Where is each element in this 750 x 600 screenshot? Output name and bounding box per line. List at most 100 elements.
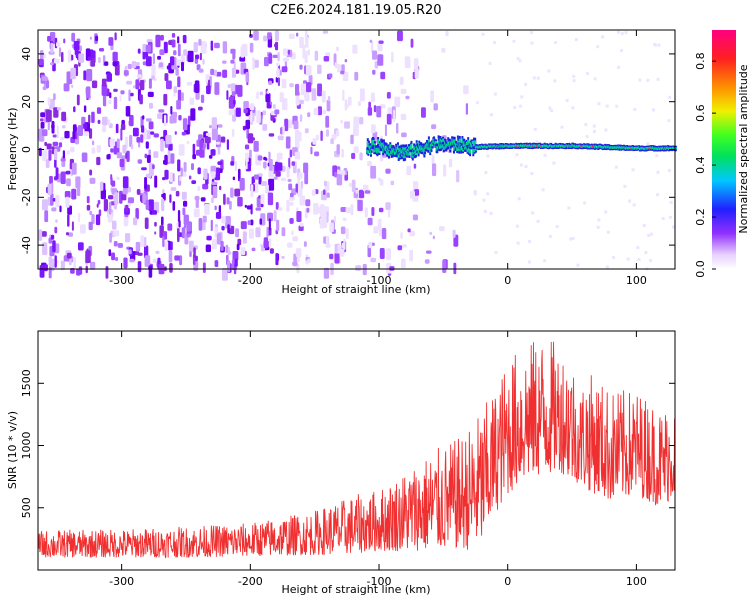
heatmap-noise-cell xyxy=(597,218,601,222)
heatmap-noise-cell xyxy=(90,261,96,270)
heatmap-noise-cell xyxy=(368,241,373,249)
heatmap-noise-cell xyxy=(265,184,269,193)
heatmap-noise-cell xyxy=(236,243,240,251)
heatmap-noise-cell xyxy=(199,52,202,61)
heatmap-noise-cell xyxy=(111,252,115,261)
heatmap-noise-cell xyxy=(73,256,76,269)
heatmap-noise-cell xyxy=(85,86,91,99)
heatmap-noise-cell xyxy=(204,203,210,215)
heatmap-noise-cell xyxy=(543,259,547,263)
heatmap-noise-cell xyxy=(493,41,497,45)
heatmap-noise-cell xyxy=(328,73,333,79)
heatmap-noise-cell xyxy=(121,193,127,201)
heatmap-noise-cell xyxy=(44,210,49,223)
heatmap-noise-cell xyxy=(61,111,67,122)
heatmap-noise-cell xyxy=(319,217,324,229)
heatmap-noise-cell xyxy=(160,138,164,152)
heatmap-noise-cell xyxy=(426,250,432,254)
heatmap-noise-cell xyxy=(102,94,107,107)
heatmap-noise-cell xyxy=(142,115,145,120)
heatmap-noise-cell xyxy=(314,50,319,61)
heatmap-noise-cell xyxy=(206,235,212,241)
heatmap-x-label: Height of straight line (km) xyxy=(281,283,430,296)
x-tick-label: -200 xyxy=(238,274,263,287)
heatmap-noise-cell xyxy=(183,224,187,229)
heatmap-noise-cell xyxy=(322,90,326,103)
heatmap-noise-cell xyxy=(115,123,119,134)
heatmap-noise-cell xyxy=(304,128,309,134)
heatmap-noise-cell xyxy=(51,120,55,134)
heatmap-noise-cell xyxy=(106,73,112,82)
heatmap-noise-cell xyxy=(637,258,641,262)
heatmap-noise-cell xyxy=(397,245,403,251)
heatmap-noise-cell xyxy=(358,189,365,199)
heatmap-noise-cell xyxy=(289,196,295,201)
heatmap-noise-cell xyxy=(42,149,48,161)
heatmap-noise-cell xyxy=(155,34,161,48)
heatmap-noise-cell xyxy=(242,231,247,244)
heatmap-noise-cell xyxy=(178,144,185,156)
heatmap-noise-cell xyxy=(119,158,125,168)
heatmap-noise-cell xyxy=(324,180,327,187)
heatmap-noise-cell xyxy=(186,221,192,232)
heatmap-noise-cell xyxy=(345,228,349,239)
heatmap-noise-cell xyxy=(519,104,522,108)
heatmap-noise-cell xyxy=(54,226,58,234)
heatmap-noise-cell xyxy=(217,161,223,165)
snr-y-ticks: 500 1000 1500 xyxy=(20,369,675,518)
heatmap-noise-cell xyxy=(527,260,531,264)
heatmap-noise-cell xyxy=(166,80,172,90)
heatmap-noise-cell xyxy=(244,204,247,208)
heatmap-noise-cell xyxy=(299,222,304,227)
heatmap-signal-cell xyxy=(440,144,443,149)
heatmap-x-ticks: -300 -200 -100 0 100 xyxy=(109,30,647,287)
heatmap-noise-cell xyxy=(177,76,181,88)
colorbar-tick-label: 0.2 xyxy=(694,208,707,226)
heatmap-noise-cell xyxy=(249,34,253,38)
heatmap-noise-cell xyxy=(234,161,237,171)
heatmap-noise-cell xyxy=(100,189,106,200)
heatmap-noise-cell xyxy=(571,236,575,240)
heatmap-noise-cell xyxy=(56,42,61,47)
heatmap-noise-cell xyxy=(295,95,300,106)
heatmap-noise-cell xyxy=(164,169,169,180)
heatmap-noise-cell xyxy=(180,167,183,177)
heatmap-noise-cell xyxy=(287,49,291,55)
x-tick-label: 0 xyxy=(504,274,511,287)
heatmap-noise-cell xyxy=(67,205,72,215)
heatmap-noise-cell xyxy=(289,201,294,206)
heatmap-noise-cell xyxy=(430,90,434,103)
heatmap-noise-cell xyxy=(175,66,178,75)
heatmap-noise-cell xyxy=(210,149,216,156)
heatmap-noise-cell xyxy=(350,134,354,145)
heatmap-noise-cell xyxy=(52,134,57,138)
heatmap-noise-cell xyxy=(170,56,175,66)
heatmap-noise-cell xyxy=(211,197,214,204)
heatmap-noise-cell xyxy=(63,38,66,44)
heatmap-noise-cell xyxy=(337,250,341,254)
heatmap-signal-cell xyxy=(472,148,475,154)
heatmap-noise-cell xyxy=(132,85,136,89)
heatmap-signal-cell xyxy=(381,143,384,149)
heatmap-noise-cell xyxy=(89,169,93,176)
heatmap-noise-cell xyxy=(302,44,306,57)
heatmap-noise-cell xyxy=(123,214,129,227)
heatmap-signal-cell xyxy=(474,140,477,147)
heatmap-noise-cell xyxy=(131,144,134,150)
heatmap-noise-cell xyxy=(671,225,675,229)
heatmap-noise-cell xyxy=(171,39,176,48)
heatmap-noise-cell xyxy=(329,222,334,233)
heatmap-noise-cell xyxy=(656,193,660,197)
colorbar-label: Normalized spectral amplitude xyxy=(737,64,750,233)
heatmap-noise-cell xyxy=(288,183,293,191)
heatmap-noise-cell xyxy=(406,165,411,176)
heatmap-noise-cell xyxy=(70,67,76,80)
heatmap-noise-cell xyxy=(60,158,66,162)
heatmap-noise-cell xyxy=(668,95,672,99)
heatmap-noise-cell xyxy=(530,172,534,176)
heatmap-noise-cell xyxy=(47,35,51,42)
heatmap-noise-cell xyxy=(127,186,132,193)
heatmap-noise-cell xyxy=(52,240,56,253)
heatmap-noise-cell xyxy=(245,71,250,83)
heatmap-signal-cell xyxy=(427,139,430,145)
